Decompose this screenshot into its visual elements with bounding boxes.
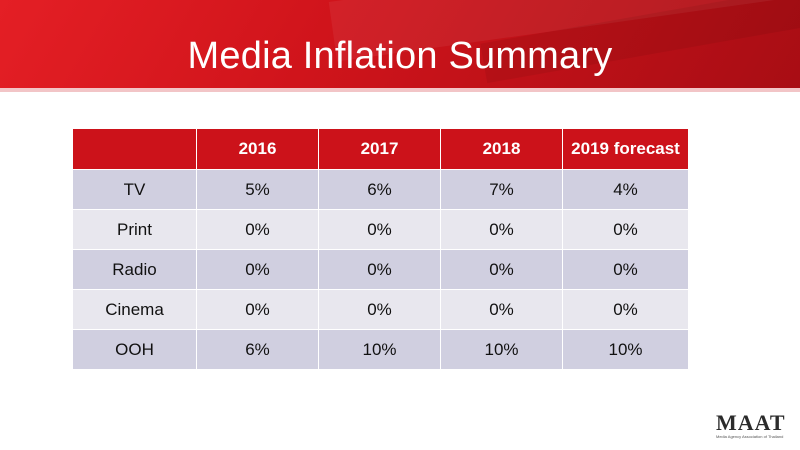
table-cell: 0% [196,249,319,290]
table-cell: 7% [440,169,563,210]
table-cell: 4% [562,169,689,210]
table-cell: 10% [440,329,563,370]
media-inflation-table: 2016 2017 2018 2019 forecast TV 5% 6% 7%… [72,128,689,370]
table-cell: 0% [440,289,563,330]
header-cell-2016: 2016 [196,128,319,170]
row-label: Print [72,209,197,250]
table-cell: 0% [318,209,441,250]
row-label: Radio [72,249,197,290]
table-cell: 0% [562,209,689,250]
logo-tagline: Media Agency Association of Thailand [716,434,784,439]
table-row: OOH 6% 10% 10% 10% [72,329,689,370]
table-cell: 0% [318,249,441,290]
header-cell-2018: 2018 [440,128,563,170]
table-row: TV 5% 6% 7% 4% [72,169,689,210]
header-cell-empty [72,128,197,170]
row-label: OOH [72,329,197,370]
table-cell: 0% [196,209,319,250]
table-row: Print 0% 0% 0% 0% [72,209,689,250]
row-label: TV [72,169,197,210]
table-cell: 6% [318,169,441,210]
table-cell: 0% [440,209,563,250]
table-cell: 0% [318,289,441,330]
table-cell: 0% [562,249,689,290]
header-divider [0,88,800,92]
table-row: Radio 0% 0% 0% 0% [72,249,689,290]
header-cell-2019-forecast: 2019 forecast [562,128,689,170]
table-cell: 0% [196,289,319,330]
slide-header [0,0,800,92]
row-label: Cinema [72,289,197,330]
slide-title: Media Inflation Summary [187,35,613,77]
table-cell: 0% [440,249,563,290]
table-cell: 0% [562,289,689,330]
maat-logo: MAAT Media Agency Association of Thailan… [716,410,792,444]
header-cell-2017: 2017 [318,128,441,170]
table-cell: 5% [196,169,319,210]
table-cell: 10% [318,329,441,370]
table-cell: 6% [196,329,319,370]
table-header-row: 2016 2017 2018 2019 forecast [72,128,689,170]
table-cell: 10% [562,329,689,370]
table-row: Cinema 0% 0% 0% 0% [72,289,689,330]
logo-mark: MAAT [716,410,786,435]
